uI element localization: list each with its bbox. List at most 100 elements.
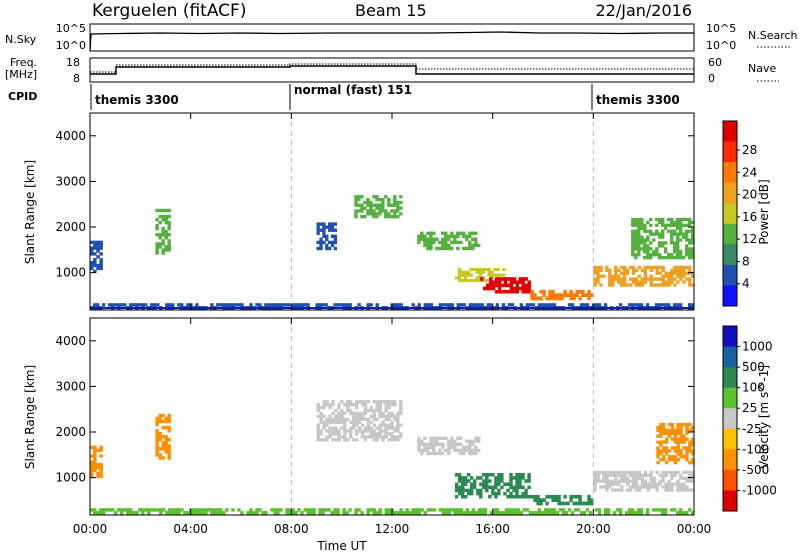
scatter-cell [486, 286, 490, 291]
scatter-cell [340, 408, 344, 413]
scatter-cell [319, 432, 323, 436]
scatter-cell [167, 245, 171, 249]
scatter-cell [390, 420, 394, 424]
scatter-cell [384, 426, 388, 430]
scatter-cell [575, 289, 579, 294]
scatter-cell [354, 215, 358, 219]
scatter-cell [667, 485, 671, 489]
scatter-cell [420, 231, 424, 235]
scatter-cell [664, 241, 668, 245]
scatter-cell [682, 511, 686, 515]
scatter-cell [640, 479, 645, 483]
scatter-cell [637, 223, 641, 227]
scatter-cell [319, 246, 323, 251]
scatter-cell [164, 245, 168, 249]
scatter-cell [691, 428, 695, 432]
scatter-cell [525, 303, 530, 307]
scatter-cell [477, 439, 481, 443]
scatter-cell [174, 508, 178, 512]
scatter-cell [582, 511, 587, 515]
scatter-cell [155, 438, 159, 442]
scatter-cell [164, 230, 168, 234]
scatter-cell [664, 247, 668, 251]
scatter-cell [167, 242, 171, 246]
scatter-cell [390, 414, 394, 418]
scatter-cell [93, 468, 97, 473]
scatter-cell [605, 479, 609, 483]
scatter-cell [99, 252, 103, 256]
scatter-cell [513, 508, 518, 512]
scatter-cell [357, 420, 362, 424]
scatter-cell [649, 473, 653, 477]
scatter-cell [614, 265, 618, 270]
scatter-cell [93, 448, 97, 452]
scatter-cell [659, 452, 663, 456]
scatter-cell [346, 417, 350, 421]
scatter-cell [161, 441, 165, 445]
scatter-cell [634, 223, 638, 227]
scatter-cell [144, 303, 148, 307]
scatter-cell [497, 482, 501, 486]
scatter-cell [363, 403, 368, 407]
scatter-cell [578, 501, 582, 506]
scatter-cell [596, 473, 600, 477]
scatter-cell [444, 246, 448, 251]
scatter-cell [531, 511, 536, 515]
scatter-cell [473, 485, 477, 490]
scatter-cell [465, 234, 469, 238]
scatter-cell [219, 303, 223, 307]
scatter-cell [637, 274, 642, 278]
scatter-cell [652, 476, 656, 480]
colorbar-tick-label: 4 [742, 277, 750, 291]
scatter-cell [155, 217, 159, 222]
scatter-cell [484, 268, 488, 272]
scatter-cell [634, 247, 638, 251]
scatter-cell [417, 436, 421, 440]
scatter-cell [643, 247, 647, 251]
scatter-cell [661, 217, 665, 222]
scatter-cell [518, 485, 522, 490]
scatter-cell [465, 439, 469, 443]
scatter-cell [522, 508, 527, 512]
scatter-cell [587, 289, 591, 294]
scatter-cell [667, 470, 671, 475]
scatter-cell [93, 445, 97, 449]
scatter-cell [655, 247, 659, 251]
scatter-cell [324, 508, 328, 512]
scatter-cell [369, 508, 373, 512]
scatter-cell [285, 508, 289, 512]
scatter-cell [643, 256, 647, 260]
scatter-cell [363, 438, 368, 442]
scatter-cell [685, 253, 689, 257]
scatter-cell [605, 265, 609, 270]
scatter-cell [357, 203, 361, 207]
scatter-cell [631, 268, 636, 272]
scatter-cell [533, 498, 537, 502]
scatter-cell [171, 511, 175, 515]
scatter-cell [475, 268, 479, 272]
scatter-cell [322, 240, 326, 245]
scatter-cell [354, 405, 359, 410]
scatter-cell [337, 429, 341, 433]
scatter-cell [457, 268, 462, 272]
scatter-cell [375, 405, 379, 410]
scatter-cell [333, 237, 338, 241]
scatter-cell [366, 417, 371, 421]
scatter-cell [561, 508, 566, 512]
scatter-cell [366, 200, 370, 205]
scatter-cell [378, 426, 382, 430]
scatter-cell [631, 217, 635, 222]
scatter-cell [444, 508, 448, 512]
scatter-cell [93, 243, 97, 247]
scatter-cell [155, 416, 159, 421]
scatter-cell [628, 283, 633, 287]
scatter-cell [614, 277, 618, 281]
scatter-cell [399, 195, 403, 199]
scatter-cell [670, 235, 674, 239]
scatter-cell [611, 470, 615, 475]
scatter-cell [549, 303, 554, 307]
scatter-cell [375, 400, 379, 404]
scatter-cell [454, 485, 459, 490]
scatter-cell [615, 508, 620, 512]
